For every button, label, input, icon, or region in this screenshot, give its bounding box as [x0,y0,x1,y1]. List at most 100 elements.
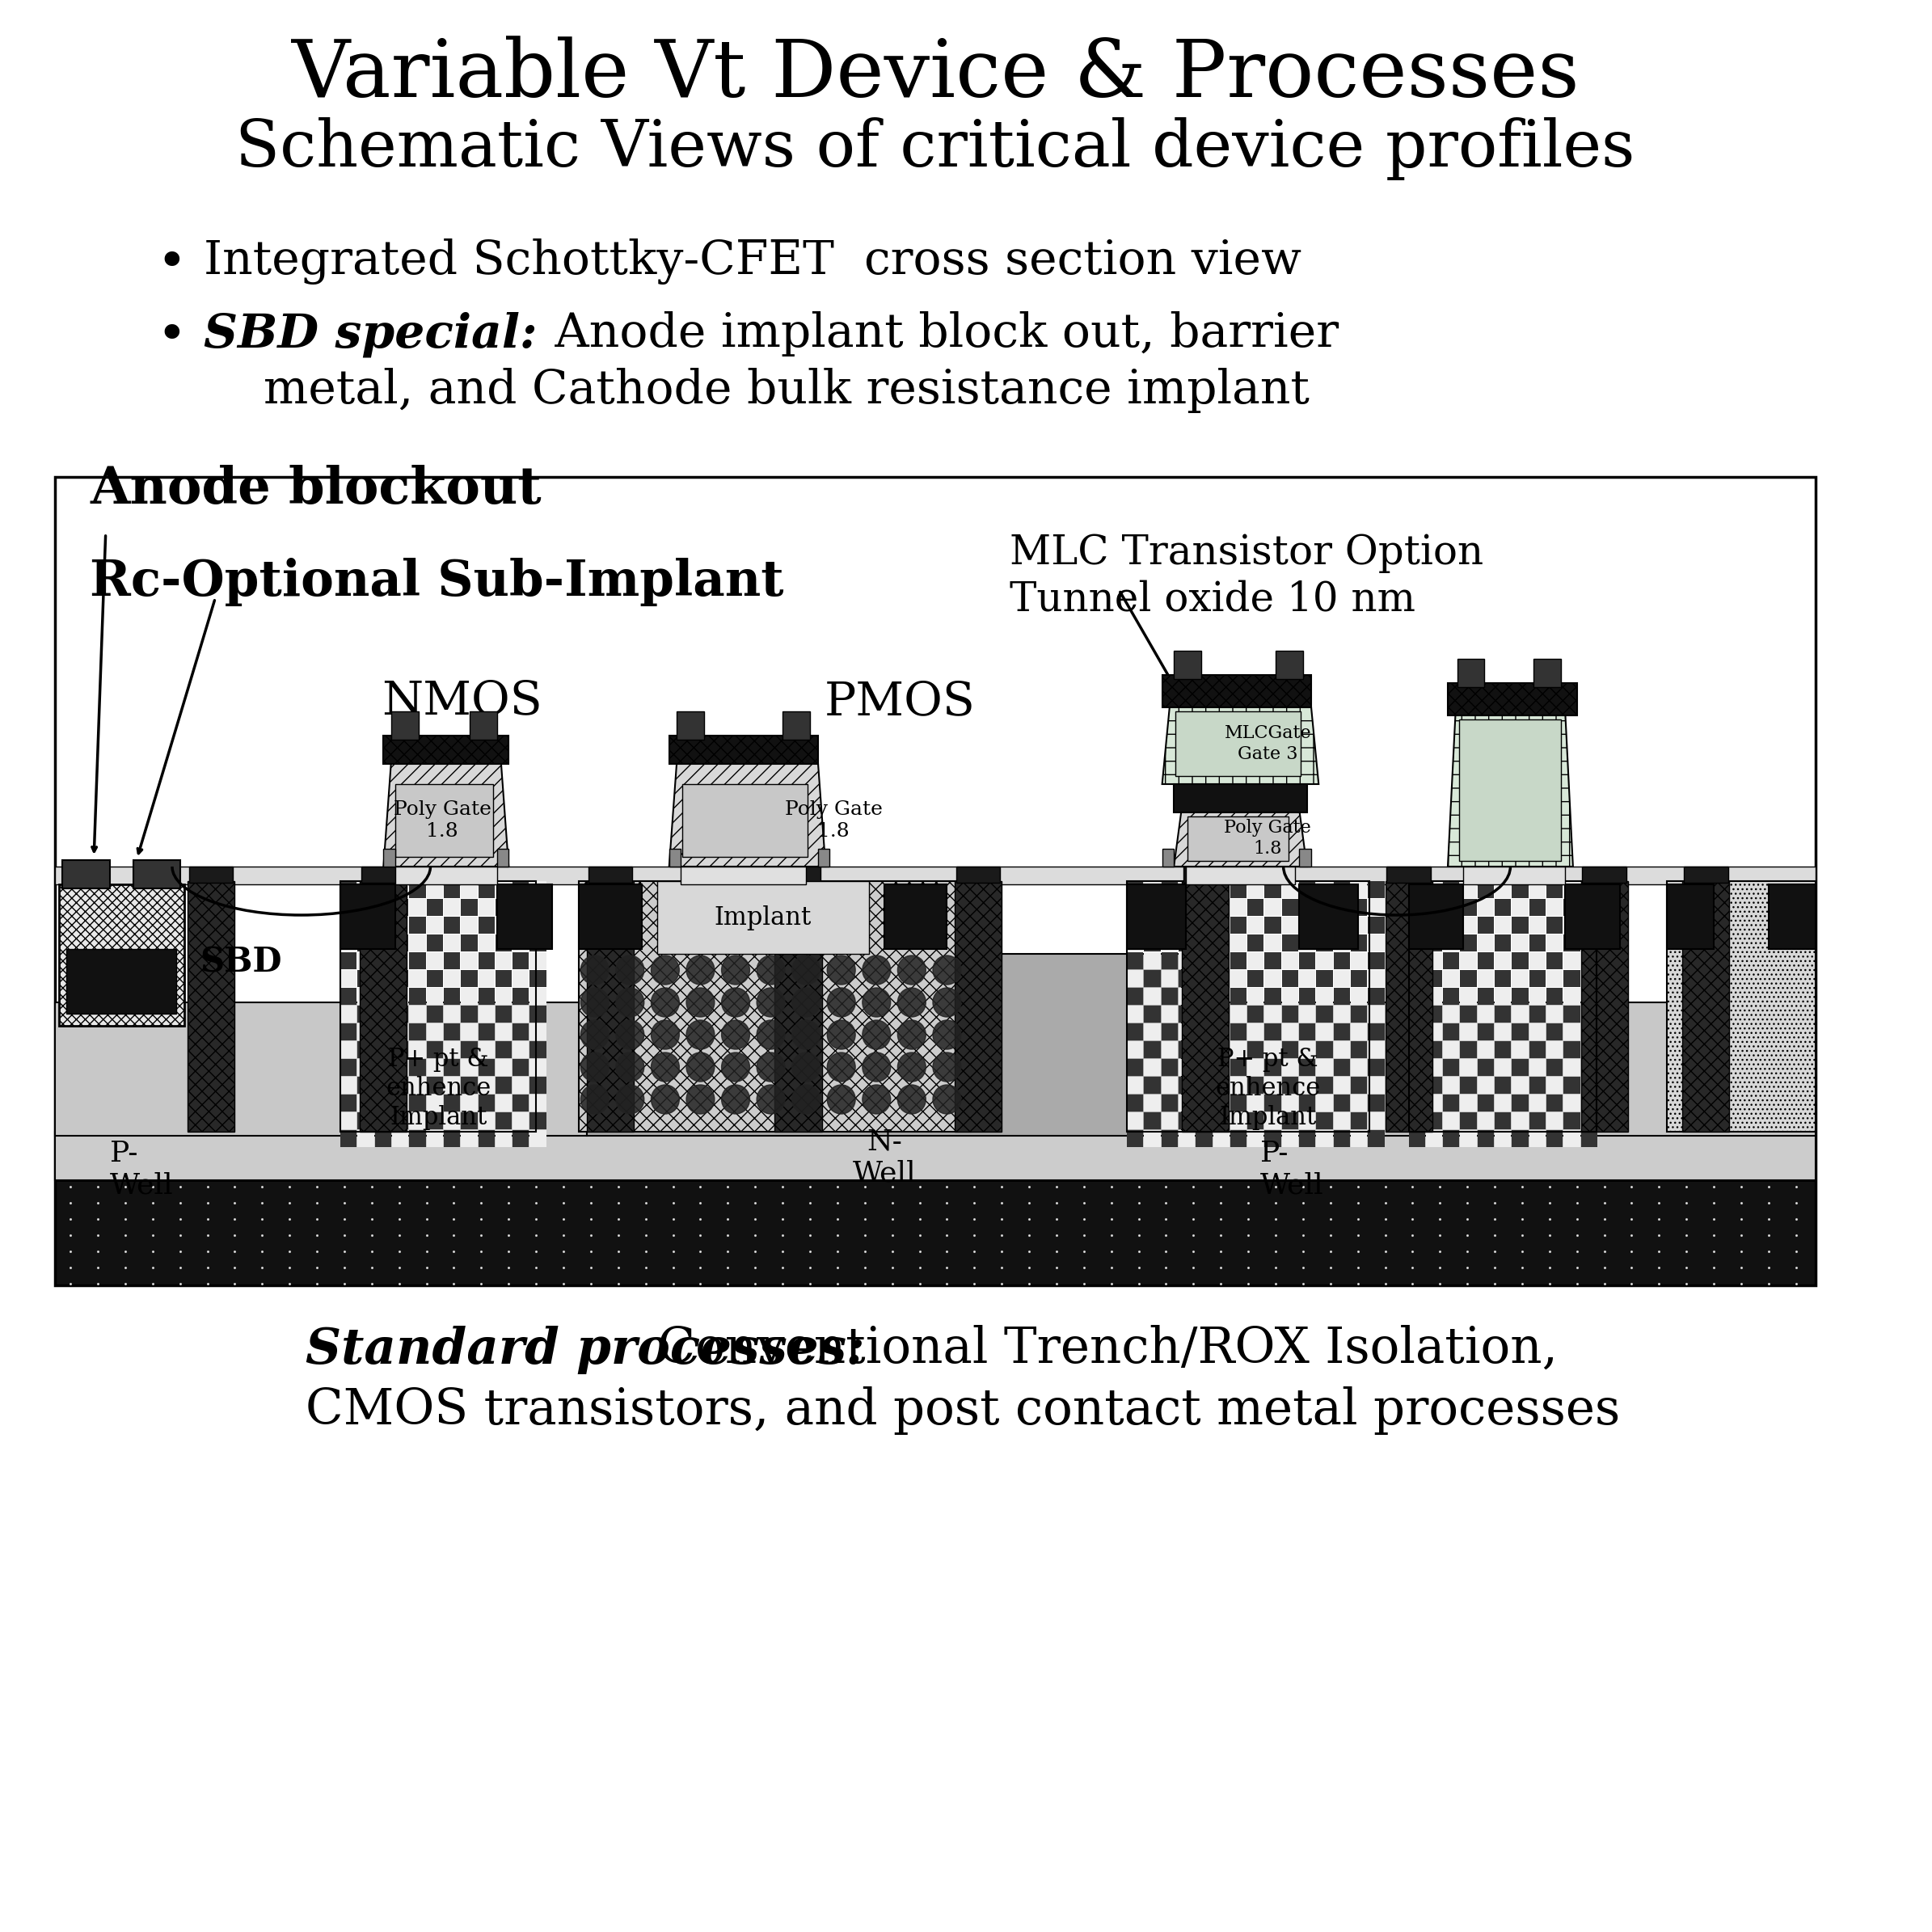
Bar [462,1007,477,1022]
Bar [462,935,477,951]
Bar [1248,898,1264,916]
Bar [427,1130,442,1148]
Bar [1316,881,1333,898]
Bar [1580,935,1598,951]
Bar [1231,935,1246,951]
Bar [1213,1130,1229,1148]
Text: •: • [156,238,187,288]
Bar [580,885,641,949]
Text: Variable Vt Device & Processes: Variable Vt Device & Processes [292,37,1578,114]
Bar [392,1007,408,1022]
Bar [1546,1130,1563,1148]
Bar [1275,651,1302,678]
Bar [1265,987,1281,1005]
Bar [1179,916,1196,933]
Bar [1368,898,1385,916]
Bar [529,1007,547,1022]
Bar [392,1130,408,1148]
Text: Rc-Optional Sub-Implant: Rc-Optional Sub-Implant [91,558,784,607]
Bar [340,1095,357,1111]
Bar [512,935,529,951]
Text: NMOS: NMOS [381,678,543,724]
Bar [462,898,477,916]
Bar [1685,867,1727,883]
Bar [1333,1113,1350,1130]
Bar [1196,970,1211,987]
Bar [1478,1113,1493,1130]
Bar [1298,1076,1316,1094]
Bar [1495,898,1511,916]
Bar [1179,952,1196,970]
Bar [357,1059,375,1076]
Bar [1447,684,1577,715]
Bar [1161,987,1179,1005]
Bar [1265,970,1281,987]
Bar [340,935,357,951]
Bar [1265,881,1281,898]
Bar [1408,1007,1426,1022]
Bar [1350,898,1368,916]
Bar [375,987,392,1005]
Bar [1546,1007,1563,1022]
Bar [1478,881,1493,898]
Bar [1316,898,1333,916]
Bar [1426,970,1443,987]
Bar [427,1095,442,1111]
Bar [529,952,547,970]
Bar [529,898,547,916]
Text: N-
Well: N- Well [852,1128,916,1186]
Bar [1443,898,1459,916]
Bar [1298,970,1316,987]
Bar [187,881,236,1132]
Bar [1298,1024,1316,1039]
Bar [1495,1041,1511,1059]
Bar [1408,881,1426,898]
Bar [1213,1095,1229,1111]
Bar [444,1076,460,1094]
Circle shape [757,987,784,1016]
Bar [1443,935,1459,951]
Bar [392,935,408,951]
Bar [1144,987,1161,1005]
Bar [1495,1113,1511,1130]
Bar [54,477,1816,1285]
Bar [1461,987,1476,1005]
Bar [587,881,634,1132]
Bar [1248,987,1264,1005]
Bar [1298,952,1316,970]
Bar [529,987,547,1005]
Bar [477,881,495,898]
Bar [477,898,495,916]
Bar [1513,916,1528,933]
Bar [1563,898,1580,916]
Bar [529,970,547,987]
Bar [1546,952,1563,970]
Bar [340,1007,357,1022]
Bar [1443,1095,1459,1111]
Bar [1546,898,1563,916]
Bar [1333,1007,1350,1022]
Bar [1461,1095,1476,1111]
Bar [1563,970,1580,987]
Bar [495,935,512,951]
Bar [1495,952,1511,970]
Text: Anode blockout: Anode blockout [91,466,541,514]
Text: Integrated Schottky-CFET  cross section view: Integrated Schottky-CFET cross section v… [203,238,1302,284]
Bar [392,1041,408,1059]
Circle shape [898,987,925,1016]
Bar [410,1007,425,1022]
Bar [1248,1076,1264,1094]
Bar [1478,935,1493,951]
Bar [777,867,821,883]
Bar [1281,1059,1298,1076]
Bar [392,881,408,898]
Bar [1528,1113,1546,1130]
Bar [1368,1059,1385,1076]
Bar [1426,1059,1443,1076]
Bar [1281,935,1298,951]
Bar [375,1095,392,1111]
Bar [1580,1041,1598,1059]
Bar [1298,987,1316,1005]
Bar [1443,952,1459,970]
Bar [477,1059,495,1076]
